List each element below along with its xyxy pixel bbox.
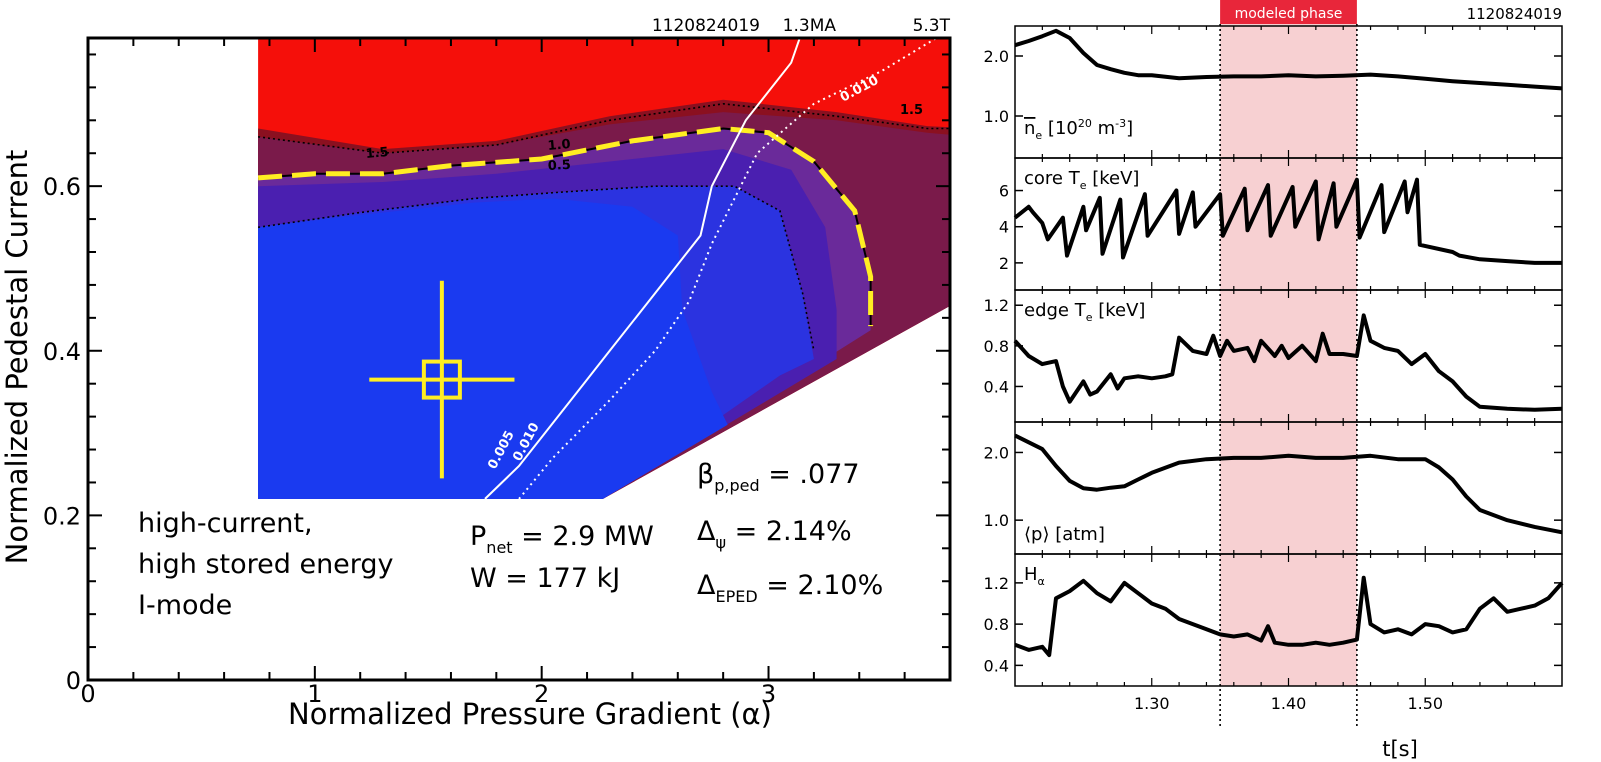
modeled-phase-label: modeled phase [1235,6,1343,22]
delta-eped-annotation: ΔEPED = 2.10% [697,570,883,606]
p-net-annotation: Pnet = 2.9 MW [470,521,654,557]
x-tick-label: 3 [761,680,776,708]
contour-lines [257,38,950,500]
w-annotation: W = 177 kJ [470,563,620,594]
trace-label: Hα [1024,564,1045,588]
left-header-current: 1.3MA [783,16,837,36]
contour-label-1.5-right: 1.5 [900,103,923,118]
time-tick-label: 1.40 [1271,694,1307,713]
x-tick-label: 2 [534,680,549,708]
time-tick-label: 1.30 [1134,694,1170,713]
trace-label: ⟨p⟩ [atm] [1024,524,1105,545]
stability-diagram: 1120824019 1.3MA 5.3T 1.5 1.0 0.5 1.5 0.… [0,16,952,731]
description-line-3: I-mode [138,590,232,621]
x-axis-label: Normalized Pressure Gradient (α) [288,697,772,731]
contour-label-1.0: 1.0 [547,137,571,154]
y-tick-label: 0.8 [984,337,1009,356]
y-tick-label: 6 [999,182,1009,201]
trace-label: edge Te [keV] [1024,300,1145,324]
time-traces: modeled phase 1120824019 1.0 2.0 ne [1020 … [984,0,1564,761]
measurement-marker [369,280,515,479]
y-tick-label: 1.0 [984,107,1009,126]
left-header-field: 5.3T [913,16,951,36]
contour-regions [258,38,950,499]
trace-line [1014,28,1563,91]
y-tick-label: 4 [999,218,1009,237]
contour-line-0.005 [484,38,801,500]
y-tick-label: 0.4 [984,377,1009,396]
y-tick-label: 0.4 [984,656,1009,675]
time-tick-label: 1.50 [1407,694,1443,713]
trace-label: ne [1020 m-3] [1024,117,1133,142]
contour-line-0.5 [257,185,815,351]
trace-line [1013,313,1563,412]
y-tick-label: 2.0 [984,443,1009,462]
modeled-phase-label-bg [1220,0,1357,24]
y-tick-label: 0.8 [984,615,1009,634]
y-tick-label: 0 [66,667,81,695]
x-tick-label: 1 [307,680,322,708]
trace-panel-5: 0.4 0.8 1.2 Hα [984,553,1564,687]
description-line-2: high stored energy [138,549,394,580]
y-tick-label: 1.0 [984,511,1009,530]
y-tick-label: 0.6 [43,173,81,201]
y-tick-label: 2.0 [984,47,1009,66]
y-tick-label: 1.2 [984,574,1009,593]
region-blue-stable [258,198,728,499]
modeled-phase-band [1220,0,1357,686]
y-tick-label: 2 [999,254,1009,273]
beta-annotation: βp,ped = .077 [697,459,860,495]
description-line-1: high-current, [138,508,313,539]
time-axis-label: t[s] [1382,737,1418,761]
y-axis-label: Normalized Pedestal Current [0,150,34,565]
x-tick-label: 0 [80,680,95,708]
marginal-stability-contour [257,125,874,327]
plot-frame [86,36,952,682]
right-header-shot: 1120824019 [1467,5,1562,23]
trace-line [1013,177,1562,265]
trace-line [1014,433,1563,535]
delta-psi-annotation: Δψ = 2.14% [697,516,852,552]
trace-label: core Te [keV] [1024,168,1139,192]
y-tick-label: 1.2 [984,296,1009,315]
trace-line [1014,575,1564,658]
left-header-shot: 1120824019 [652,16,760,36]
axis-ticks: 0 1 2 3 0 0.2 0.4 0.6 [43,38,950,708]
contour-label-1.5-left: 1.5 [365,145,389,162]
contour-line-1.5 [257,102,950,155]
contour-label-0.5: 0.5 [547,158,571,174]
y-tick-label: 0.4 [43,338,81,366]
y-tick-label: 0.2 [43,502,81,530]
measurement-box [421,359,462,400]
shot-description: high-current, high stored energy I-mode [138,508,394,621]
